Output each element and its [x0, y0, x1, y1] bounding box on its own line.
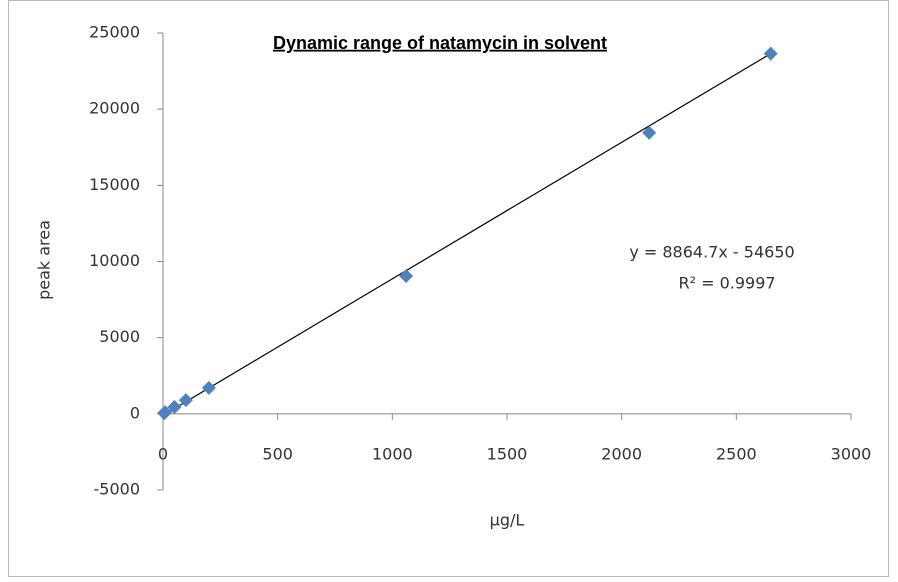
x-tick-label: 1000 — [372, 445, 413, 464]
equation-annotation: y = 8864.7x - 54650 — [629, 243, 794, 262]
chart-title: Dynamic range of natamycin in solvent — [273, 33, 607, 53]
data-point — [642, 125, 657, 140]
y-tick-label: 15000 — [89, 175, 140, 194]
y-axis-label: peak area — [35, 220, 54, 300]
y-tick-label: 5000 — [99, 327, 140, 346]
x-tick-label: 0 — [158, 445, 168, 464]
y-tick-label: 20000 — [89, 99, 140, 118]
data-point — [178, 393, 193, 408]
r2-annotation: R² = 0.9997 — [678, 274, 775, 293]
x-tick-label: 2000 — [601, 445, 642, 464]
x-tick-label: 2500 — [716, 445, 757, 464]
data-point — [399, 268, 414, 283]
data-point — [158, 405, 173, 420]
y-tick-label: 0 — [130, 403, 140, 422]
chart-frame — [8, 0, 889, 577]
x-tick-label: 500 — [262, 445, 293, 464]
y-tick-label: 10000 — [89, 251, 140, 270]
data-point — [167, 399, 182, 414]
y-tick-label: -5000 — [94, 480, 141, 499]
data-point — [763, 46, 778, 61]
trendline — [162, 53, 772, 416]
x-tick-label: 1500 — [487, 445, 528, 464]
x-tick-label: 3000 — [831, 445, 872, 464]
y-tick-label: 25000 — [89, 23, 140, 42]
x-axis-label: µg/L — [490, 511, 525, 530]
data-point — [201, 380, 216, 395]
